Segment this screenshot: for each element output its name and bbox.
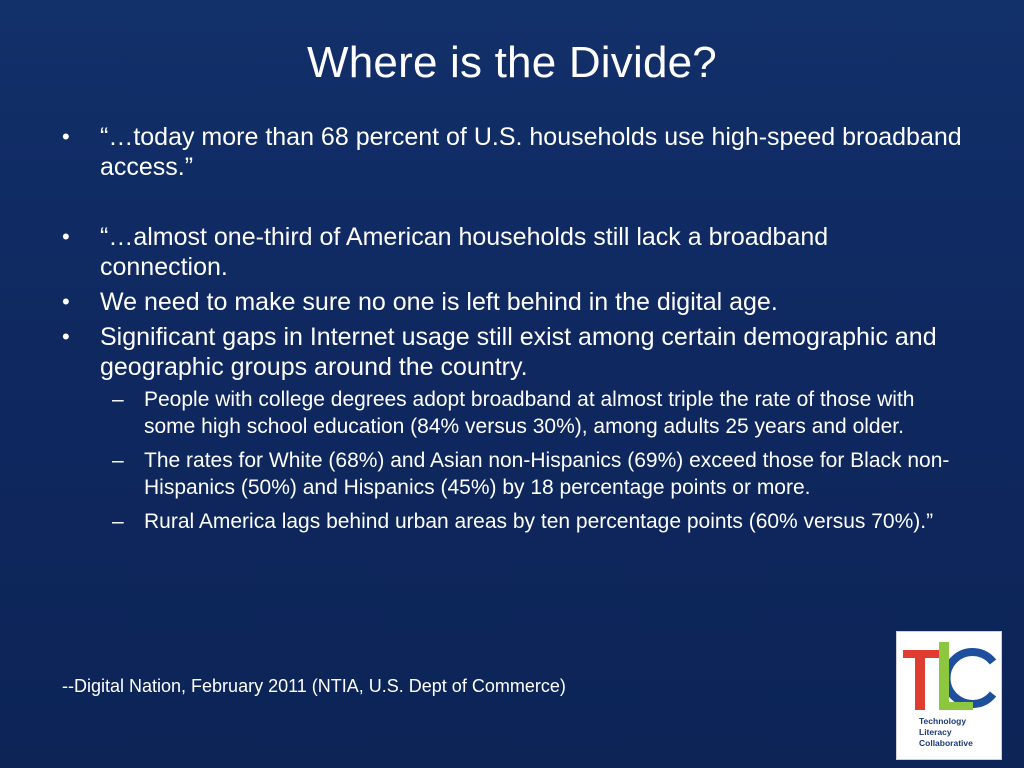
sub-bullet-marker: – (112, 388, 124, 411)
tlc-logo: Technology Literacy Collaborative (896, 631, 1002, 760)
bullet-text: We need to make sure no one is left behi… (100, 288, 778, 316)
bullet-text: “…almost one-third of American household… (100, 223, 829, 281)
bullet-list: • “…today more than 68 percent of U.S. h… (62, 122, 962, 542)
bullet-marker: • (62, 289, 70, 314)
logo-line: Collaborative (919, 738, 973, 748)
logo-letter-l-stem (939, 642, 949, 710)
bullet-item: • We need to make sure no one is left be… (62, 287, 962, 317)
sub-bullet-item: – People with college degrees adopt broa… (106, 386, 962, 440)
sub-bullet-list: – People with college degrees adopt broa… (106, 386, 962, 535)
source-citation: --Digital Nation, February 2011 (NTIA, U… (62, 676, 566, 696)
sub-bullet-text: The rates for White (68%) and Asian non-… (144, 449, 950, 499)
bullet-marker: • (62, 324, 70, 349)
sub-bullet-text: People with college degrees adopt broadb… (144, 388, 915, 438)
bullet-item: • Significant gaps in Internet usage sti… (62, 322, 962, 535)
bullet-marker: • (62, 224, 70, 249)
sub-bullet-marker: – (112, 449, 124, 472)
sub-bullet-text: Rural America lags behind urban areas by… (144, 510, 934, 533)
bullet-text: “…today more than 68 percent of U.S. hou… (100, 123, 962, 181)
logo-letter-c (942, 648, 997, 708)
logo-letter-l-foot (939, 702, 973, 710)
bullet-item: • “…almost one-third of American househo… (62, 222, 962, 282)
sub-bullet-item: – Rural America lags behind urban areas … (106, 508, 962, 535)
tlc-logo-mark (903, 642, 997, 710)
sub-bullet-item: – The rates for White (68%) and Asian no… (106, 447, 962, 501)
bullet-marker: • (62, 124, 70, 149)
logo-wordmark: Technology Literacy Collaborative (919, 716, 973, 749)
bullet-text: Significant gaps in Internet usage still… (100, 323, 937, 381)
bullet-item: • “…today more than 68 percent of U.S. h… (62, 122, 962, 182)
slide-title: Where is the Divide? (307, 38, 717, 87)
logo-letter-t-stem (915, 650, 925, 710)
logo-line: Technology (919, 716, 967, 726)
logo-line: Literacy (919, 727, 952, 737)
sub-bullet-marker: – (112, 510, 124, 533)
